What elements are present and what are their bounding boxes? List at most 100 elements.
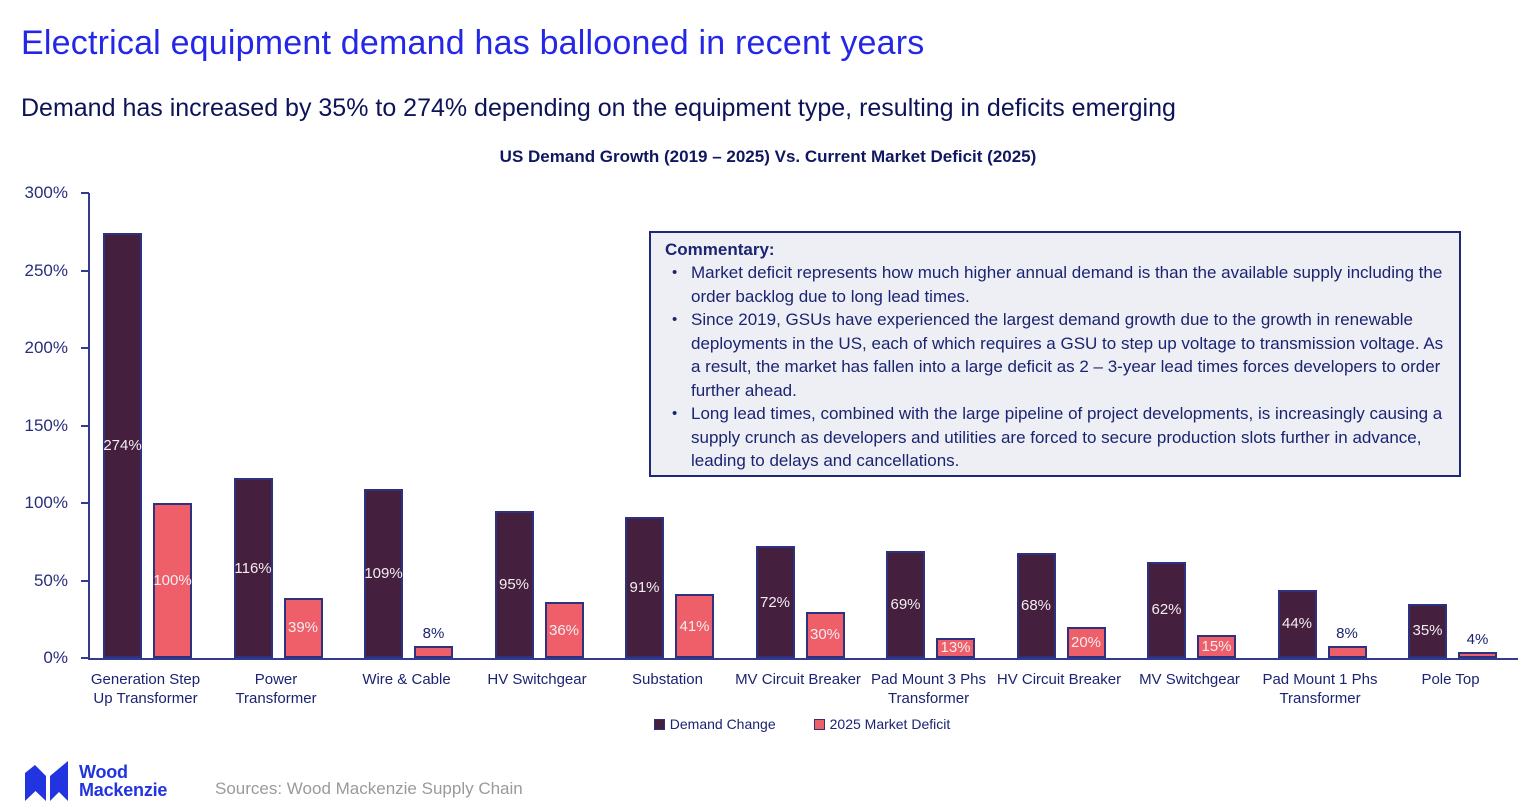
bar-group: 68% 20% — [1016, 193, 1106, 658]
bar-2025-market-deficit: 8% — [1327, 626, 1367, 658]
bar-value-label: 68% — [1020, 596, 1052, 614]
bar-value-label: 30% — [809, 626, 841, 644]
y-axis-tick-label: 300% — [24, 183, 68, 202]
category-label: Pad Mount 1 Phs Transformer — [1262, 671, 1378, 707]
commentary-bullet: Market deficit represents how much highe… — [665, 261, 1445, 308]
bar-2025-market-deficit: 36% — [544, 602, 584, 658]
bar-demand-change: 62% — [1147, 561, 1186, 658]
wood-mackenzie-logo-icon — [25, 761, 68, 801]
chart-legend: Demand Change 2025 Market Deficit — [88, 716, 1516, 732]
bar-value-label: 20% — [1070, 634, 1102, 651]
bar-value-label: 69% — [890, 596, 921, 614]
y-axis-tick-mark — [81, 424, 89, 427]
category-cell: MV Switchgear — [1139, 670, 1240, 710]
bar-demand-change: 35% — [1408, 603, 1447, 658]
bar-demand-change: 109% — [364, 489, 403, 658]
chart-title: US Demand Growth (2019 – 2025) Vs. Curre… — [499, 147, 1037, 166]
y-axis-tick-mark — [81, 579, 89, 582]
category-cell: HV Switchgear — [487, 670, 586, 710]
bar-value-label: 100% — [153, 572, 192, 589]
plot-area: 274% 100% 116% 39% 109% 8% 95% 36% 91% 41% 72% 30% 6… — [81, 192, 1518, 660]
bars-row: 274% 100% 116% 39% 109% 8% 95% 36% 91% 41% 72% 30% 6… — [90, 193, 1518, 658]
bar-2025-market-deficit: 100% — [153, 503, 192, 658]
bar-value-label: 39% — [287, 619, 319, 637]
bar-value-label: 62% — [1151, 601, 1182, 619]
legend-swatch-icon — [653, 718, 665, 730]
category-cell: Pole Top — [1406, 670, 1495, 710]
category-cell: Substation — [623, 670, 712, 710]
y-axis-tick-mark — [81, 502, 89, 505]
bar-value-label: 72% — [759, 593, 791, 611]
commentary-bullet: Since 2019, GSUs have experienced the la… — [665, 308, 1445, 402]
bar-group: 44% 8% — [1277, 193, 1367, 658]
bar-group: 72% 30% — [755, 193, 845, 658]
bar-value-label: 35% — [1412, 622, 1443, 640]
category-label: Wire & Cable — [362, 671, 451, 688]
legend-label: Demand Change — [669, 716, 776, 732]
y-axis-tick-mark — [81, 347, 89, 350]
bar-value-label: 4% — [1466, 630, 1489, 648]
y-axis-tick-label: 0% — [43, 648, 68, 667]
bar-2025-market-deficit: 20% — [1066, 627, 1106, 658]
category-cell: MV Circuit Breaker — [735, 670, 861, 710]
legend-item: 2025 Market Deficit — [813, 716, 951, 732]
bar-value-label: 36% — [548, 621, 580, 639]
bar-value-label: 13% — [940, 639, 971, 657]
y-axis-tick-mark — [81, 192, 89, 194]
category-cell: HV Circuit Breaker — [997, 670, 1121, 710]
bar-demand-change: 274% — [103, 233, 142, 658]
y-axis-tick-label: 200% — [24, 338, 68, 358]
bar-group: 109% 8% — [364, 193, 453, 658]
category-label: Substation — [632, 671, 703, 688]
bar-group: 116% 39% — [233, 193, 323, 658]
y-axis-tick-label: 250% — [24, 260, 68, 280]
bar-demand-change: 91% — [625, 516, 664, 658]
commentary-box: Commentary: Market deficit represents ho… — [649, 231, 1461, 477]
bar-group: 69% 13% — [886, 193, 975, 658]
bar-2025-market-deficit: 8% — [414, 626, 453, 658]
bar-2025-market-deficit: 15% — [1197, 634, 1236, 658]
logo-text-line1: Wood — [79, 762, 128, 782]
category-label: Pole Top — [1421, 671, 1480, 688]
category-cell: Power Transformer — [232, 670, 321, 710]
category-cell: Wire & Cable — [362, 670, 451, 710]
page-title: Electrical equipment demand has balloone… — [21, 24, 925, 62]
bar-group: 95% 36% — [494, 193, 584, 658]
category-label: MV Switchgear — [1139, 671, 1240, 688]
bar-2025-market-deficit: 30% — [805, 611, 845, 658]
bar-2025-market-deficit: 41% — [675, 594, 714, 658]
bar-demand-change: 116% — [233, 478, 273, 658]
category-cell: Pad Mount 3 Phs Transformer — [871, 670, 986, 710]
y-axis-labels: 0% 50% 100% 150% 200% 250% 300% — [0, 183, 74, 667]
bar-demand-change: 69% — [886, 551, 925, 658]
commentary-title: Commentary: — [665, 240, 775, 259]
legend-item: Demand Change — [653, 716, 776, 732]
bar-value-label: 109% — [364, 565, 403, 583]
bar-group: 274% 100% — [103, 193, 192, 658]
sources-text: Sources: Wood Mackenzie Supply Chain — [215, 779, 523, 798]
legend-swatch-icon — [813, 718, 825, 730]
bar-group: 35% 4% — [1408, 193, 1497, 658]
bar-value-label: 116% — [234, 559, 272, 577]
commentary-bullet: Long lead times, combined with the large… — [665, 402, 1445, 473]
bar-demand-change: 68% — [1016, 552, 1056, 658]
bar-2025-market-deficit: 39% — [283, 597, 323, 658]
bar-group: 91% 41% — [625, 193, 714, 658]
y-axis-tick-mark — [81, 269, 89, 272]
bar-demand-change: 72% — [755, 546, 795, 658]
category-label: HV Switchgear — [487, 671, 587, 688]
y-axis-tick-label: 50% — [33, 570, 68, 590]
bar-value-label: 274% — [103, 437, 142, 455]
bar-2025-market-deficit: 4% — [1458, 632, 1497, 658]
bar-value-label: 8% — [1336, 624, 1358, 642]
logo-text-line2: Mackenzie — [79, 780, 168, 800]
x-axis-labels: Generation Step Up Transformer Power Tran… — [88, 670, 1516, 710]
page-subtitle: Demand has increased by 35% to 274% depe… — [21, 94, 1176, 122]
bar-value-label: 8% — [422, 624, 445, 642]
commentary-list: Market deficit represents how much highe… — [665, 261, 1445, 473]
y-axis-tick-label: 100% — [24, 493, 68, 513]
legend-label: 2025 Market Deficit — [829, 716, 951, 732]
wood-mackenzie-wordmark: Wood Mackenzie — [79, 763, 167, 799]
category-label: Pad Mount 3 Phs Transformer — [870, 671, 987, 707]
